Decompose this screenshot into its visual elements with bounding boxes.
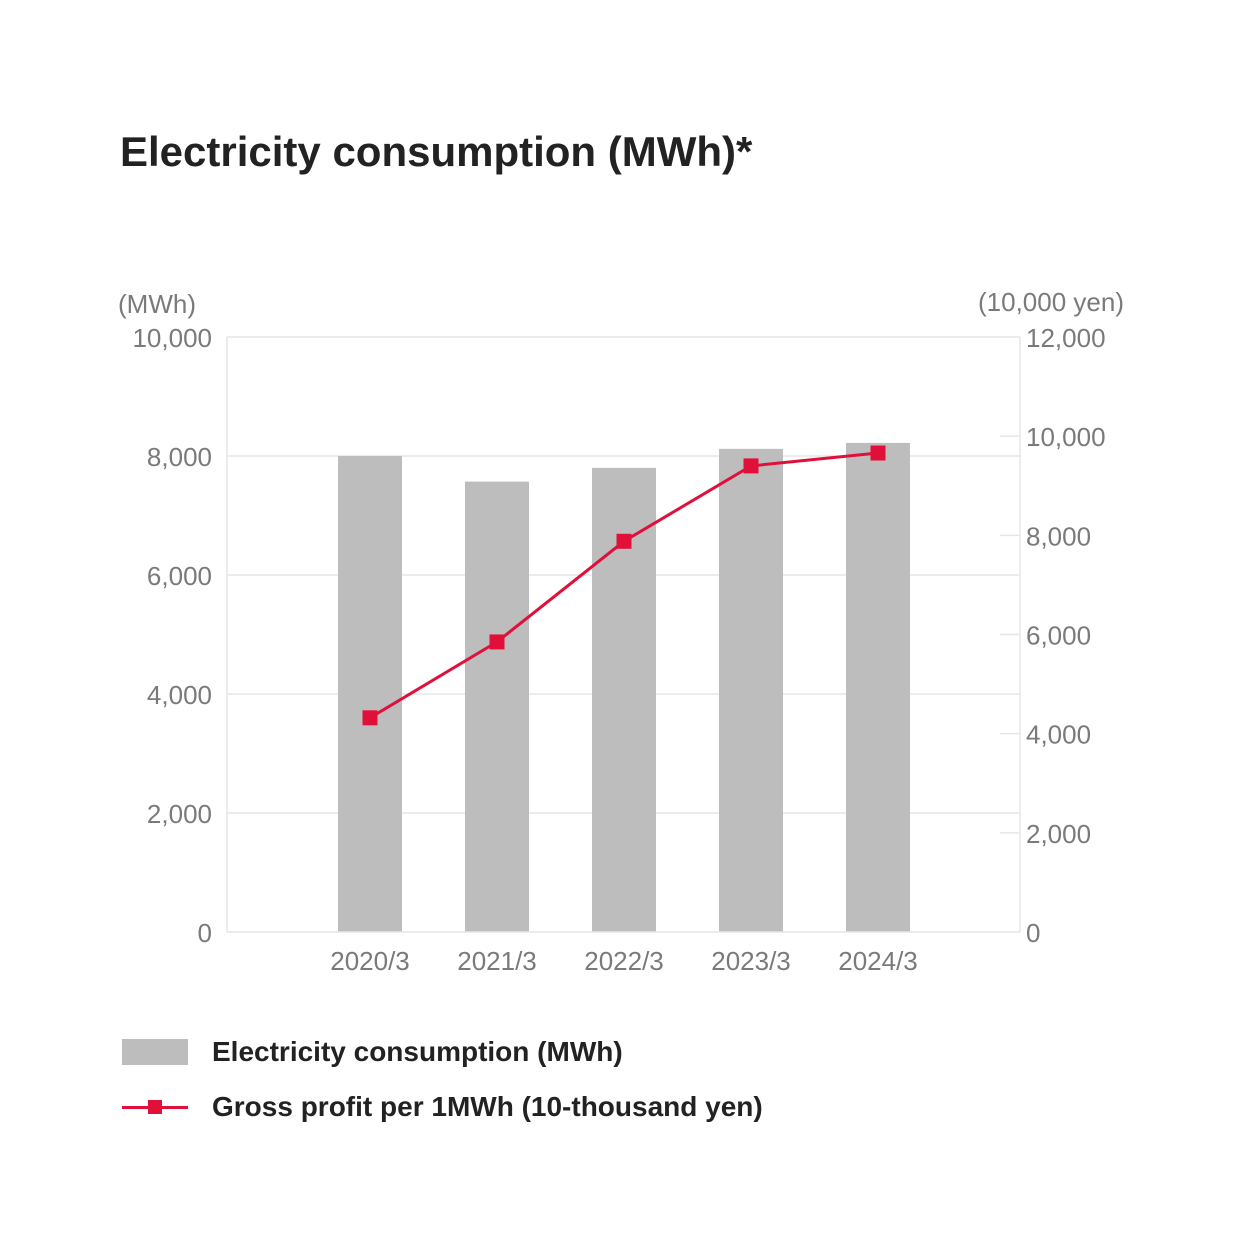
line-point [870,445,886,461]
right-tick-label: 8,000 [1026,521,1091,551]
left-tick-label: 0 [198,918,212,948]
left-tick-label: 4,000 [147,680,212,710]
bar [719,448,783,932]
axes: 0 2,000 4,000 6,000 8,000 10,000 0 2,000 4,000 6,… [132,323,1105,976]
bar [338,456,402,932]
bar [465,481,529,932]
right-tick-label: 6,000 [1026,621,1091,651]
chart-title: Electricity consumption (MWh)* [120,128,753,175]
line-series [362,445,886,726]
legend-bar-swatch [122,1039,188,1065]
right-tick-label: 4,000 [1026,720,1091,750]
legend-line-label: Gross profit per 1MWh (10-thousand yen) [212,1091,763,1122]
bar-series [338,442,910,932]
left-tick-label: 10,000 [132,323,212,353]
right-tick-label: 0 [1026,918,1040,948]
x-tick-label: 2021/3 [457,946,537,976]
legend-line-swatch [122,1094,188,1120]
x-tick-label: 2020/3 [330,946,410,976]
legend-item-line: Gross profit per 1MWh (10-thousand yen) [122,1087,1122,1127]
line-point [489,634,505,650]
left-tick-label: 2,000 [147,799,212,829]
right-tick-label: 10,000 [1026,422,1106,452]
legend-bar-label: Electricity consumption (MWh) [212,1036,623,1067]
left-axis-unit: (MWh) [118,289,196,319]
legend-item-bar: Electricity consumption (MWh) [122,1032,1122,1072]
right-tick-label: 12,000 [1026,323,1106,353]
line-point [362,710,378,726]
x-tick-label: 2024/3 [838,946,918,976]
left-tick-label: 8,000 [147,442,212,472]
left-tick-label: 6,000 [147,561,212,591]
right-axis-unit: (10,000 yen) [978,287,1124,317]
right-tick-label: 2,000 [1026,819,1091,849]
bar [846,442,910,932]
line-point [616,533,632,549]
line-point [743,458,759,474]
x-tick-label: 2022/3 [584,946,664,976]
x-tick-label: 2023/3 [711,946,791,976]
